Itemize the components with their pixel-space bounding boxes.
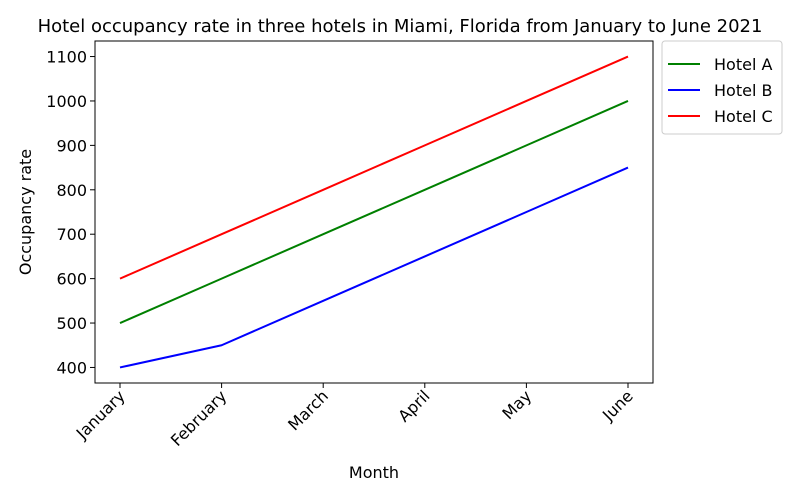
x-tick-label: March — [284, 386, 332, 434]
y-tick-label: 500 — [56, 314, 87, 333]
legend: Hotel A Hotel B Hotel C — [661, 40, 783, 135]
series-line-hotel-b — [119, 166, 629, 369]
series-lines — [119, 55, 629, 369]
y-tick-label: 600 — [56, 270, 87, 289]
x-tick-label: January — [72, 386, 129, 443]
series-line-hotel-c — [119, 55, 629, 280]
chart-title: Hotel occupancy rate in three hotels in … — [38, 16, 763, 37]
y-tick-label: 900 — [56, 136, 87, 155]
y-tick-label: 1000 — [46, 92, 87, 111]
y-tick-label: 1100 — [46, 48, 87, 67]
x-tick-label: April — [394, 386, 433, 425]
series-line-hotel-a — [119, 100, 629, 324]
x-tick-label: June — [598, 386, 637, 425]
legend-label-hotel-a: Hotel A — [714, 55, 772, 74]
x-axis-label: Month — [349, 463, 399, 482]
y-axis: 400 500 600 700 800 900 1000 1100 — [46, 48, 95, 377]
y-axis-label: Occupancy rate — [16, 149, 35, 275]
legend-label-hotel-b: Hotel B — [714, 81, 772, 100]
y-tick-label: 700 — [56, 225, 87, 244]
plot-frame — [94, 40, 654, 384]
x-tick-label: February — [167, 386, 231, 450]
y-tick-label: 400 — [56, 358, 87, 377]
x-axis: January February March April May June — [72, 383, 637, 450]
legend-label-hotel-c: Hotel C — [714, 107, 773, 126]
y-tick-label: 800 — [56, 181, 87, 200]
x-tick-label: May — [498, 386, 535, 423]
